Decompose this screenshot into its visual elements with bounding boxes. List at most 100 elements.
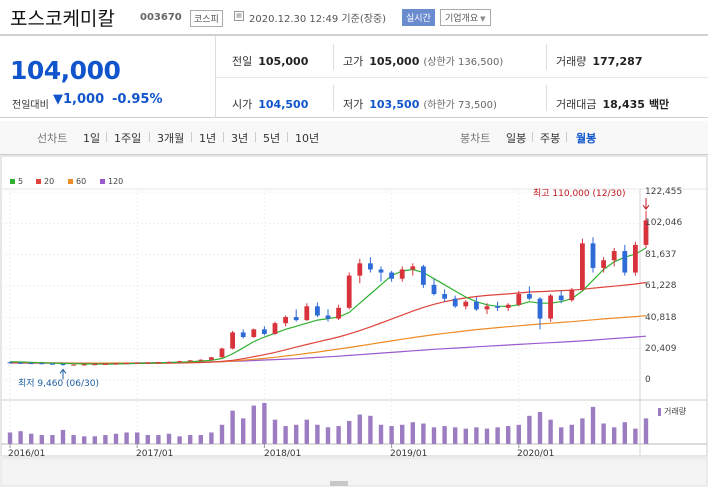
volume-bar <box>82 436 87 444</box>
volume-bar <box>166 433 172 444</box>
company-info-label: 기업개요 <box>445 14 479 24</box>
tab-10y[interactable]: 10년 <box>295 132 320 145</box>
candle-body <box>399 269 405 279</box>
ma5-swatch <box>10 179 15 184</box>
candle-body <box>177 361 182 363</box>
price-chart[interactable] <box>0 155 708 489</box>
candle-body <box>346 275 352 308</box>
volume-bar <box>135 432 140 444</box>
volume-bar <box>198 435 203 444</box>
candle-body <box>569 289 575 301</box>
candle-body <box>368 263 373 270</box>
tab-divider <box>149 132 150 142</box>
candle-body <box>262 329 267 334</box>
prev-close: 전일 105,000 <box>232 53 308 69</box>
tab-3y[interactable]: 3년 <box>231 132 249 145</box>
ma120-line <box>10 335 647 364</box>
divider <box>333 85 334 111</box>
volume-bar <box>516 424 521 444</box>
stock-name: 포스코케미칼 <box>10 8 115 30</box>
candle-body <box>548 295 553 319</box>
tab-5y[interactable]: 5년 <box>263 132 281 145</box>
volume-label: 거래량 <box>556 55 587 68</box>
candle-body <box>92 364 98 366</box>
volume-bar <box>103 435 108 444</box>
volume-bar <box>506 426 511 444</box>
candle-body <box>516 294 522 305</box>
tab-divider <box>223 132 224 142</box>
candle-body <box>60 364 66 366</box>
down-arrow-icon: ▼ <box>53 92 63 107</box>
candle-body <box>431 284 437 295</box>
trade-amount: 거래대금 18,435 백만 <box>556 96 669 112</box>
volume-bar <box>124 432 129 444</box>
volume-bar <box>463 428 468 444</box>
candle-body <box>187 360 193 362</box>
volume-bar <box>601 423 606 444</box>
candle-body <box>442 294 447 299</box>
candle-body <box>325 315 331 319</box>
change-value: ▼1,000 <box>53 92 104 107</box>
tab-divider <box>191 132 192 142</box>
candle-body <box>484 306 490 310</box>
amount-unit: 백만 <box>648 98 670 111</box>
volume-bar <box>156 435 161 444</box>
volume-bar <box>39 435 44 444</box>
volume-bar <box>50 435 55 444</box>
volume-swatch <box>658 407 661 416</box>
legend-ma5-label: 5 <box>18 177 24 186</box>
candle-body <box>28 363 34 365</box>
candle-body <box>251 329 257 338</box>
stock-code: 003670 <box>140 12 182 23</box>
quote-datetime: 2020.12.30 12:49 기준(장중) <box>249 14 387 25</box>
ma120-swatch <box>100 179 105 184</box>
tab-1w[interactable]: 1주일 <box>114 132 142 145</box>
candle-body <box>537 298 543 319</box>
candle-body <box>580 243 585 290</box>
candle-body <box>463 301 469 307</box>
divider <box>546 44 547 70</box>
candle-body <box>611 251 617 261</box>
high-annotation: 최고 110,000 (12/30) <box>533 189 626 199</box>
tab-3m[interactable]: 3개월 <box>157 132 185 145</box>
tab-divider <box>255 132 256 142</box>
calendar-icon: ▦ <box>234 11 244 21</box>
y-tick-label: 40,818 <box>645 313 677 323</box>
y-tick-label: 81,637 <box>645 250 677 260</box>
volume: 거래량 177,287 <box>556 53 642 69</box>
volume-bar <box>283 426 288 444</box>
volume-bar <box>325 427 331 444</box>
realtime-button[interactable]: 실시간 <box>402 9 435 26</box>
volume-bar <box>633 428 638 444</box>
chart-scrollbar <box>0 457 708 487</box>
tab-monthly[interactable]: 월봉 <box>576 132 597 145</box>
volume-bar <box>569 424 574 444</box>
change-label: 전일대비 <box>12 100 49 111</box>
tab-daily[interactable]: 일봉 <box>506 132 527 145</box>
candle-body <box>209 357 214 360</box>
volume-bar <box>537 411 543 444</box>
volume-bar <box>304 419 309 444</box>
change-amount: 1,000 <box>63 92 105 107</box>
low-arrow-icon <box>59 368 67 374</box>
candle-body <box>633 244 638 273</box>
divider <box>546 85 547 111</box>
ma20-swatch <box>36 179 41 184</box>
company-info-dropdown[interactable]: 기업개요 ▼ <box>440 9 491 26</box>
volume-bar <box>272 419 278 444</box>
prev-close-label: 전일 <box>232 55 253 68</box>
volume-bar <box>230 410 235 444</box>
legend-ma20: 20 <box>36 177 54 186</box>
tab-1d[interactable]: 1일 <box>83 132 101 145</box>
tab-divider <box>287 132 288 142</box>
open-label: 시가 <box>232 98 253 111</box>
y-tick-label: 122,455 <box>645 187 683 197</box>
tab-weekly[interactable]: 주봉 <box>540 132 561 145</box>
candle-body <box>71 364 76 366</box>
volume-bar <box>527 415 532 444</box>
volume-bar <box>368 415 373 444</box>
candle-body <box>240 332 246 338</box>
volume-bar <box>559 427 564 444</box>
tab-1y[interactable]: 1년 <box>199 132 217 145</box>
x-tick-label: 2018/01 <box>264 449 302 459</box>
